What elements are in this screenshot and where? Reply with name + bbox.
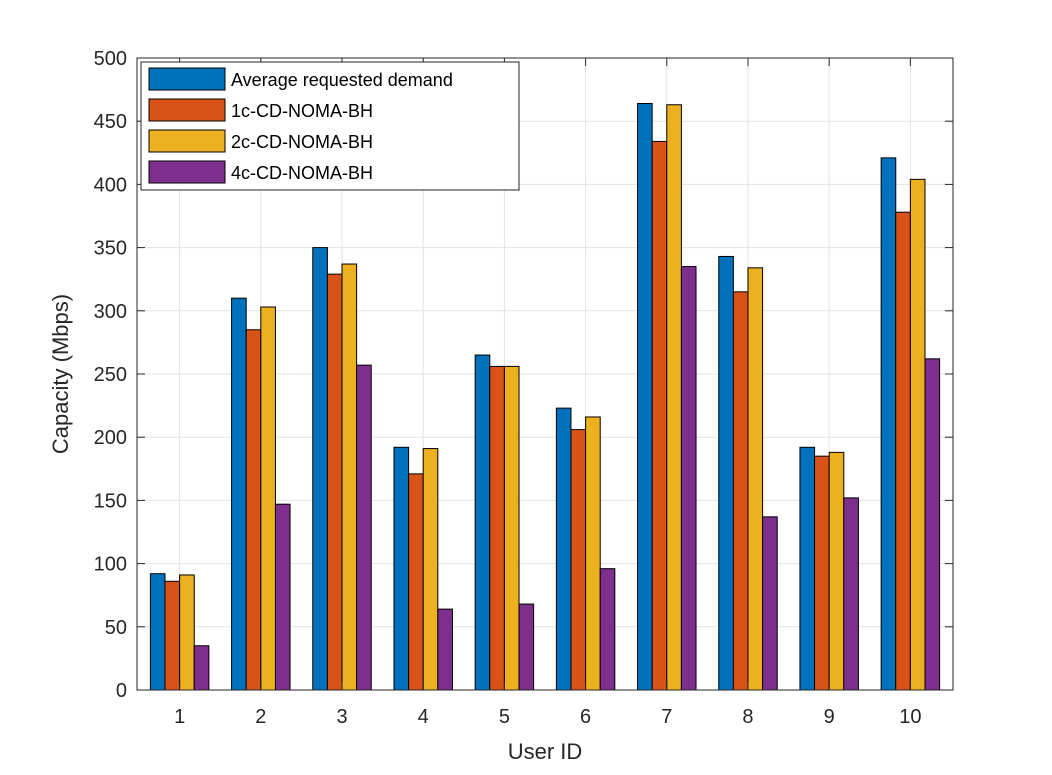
y-tick-label: 0 — [116, 680, 127, 702]
bar — [437, 608, 453, 691]
bar — [843, 497, 859, 691]
bar — [828, 451, 845, 691]
x-tick-label: 1 — [174, 706, 185, 728]
bar — [651, 140, 668, 691]
bar — [718, 255, 734, 691]
bar — [747, 267, 764, 691]
bar — [762, 516, 778, 691]
bar — [393, 446, 410, 691]
bar-series — [149, 103, 897, 691]
bar — [637, 103, 653, 691]
bar — [326, 273, 343, 691]
x-axis-label: User ID — [508, 739, 583, 764]
legend-entry-label: 2c-CD-NOMA-BH — [231, 132, 373, 152]
y-tick-label: 100 — [94, 554, 127, 576]
y-axis-label: Capacity (Mbps) — [48, 294, 73, 454]
bar — [422, 448, 439, 691]
bar — [260, 306, 276, 691]
bar — [924, 358, 941, 691]
x-tick-label: 9 — [824, 706, 835, 728]
bar — [408, 473, 424, 691]
x-tick-label: 4 — [418, 706, 429, 728]
y-tick-label: 400 — [94, 174, 127, 196]
bar — [245, 329, 262, 691]
y-tick-label: 300 — [94, 301, 127, 323]
x-tick-label: 10 — [899, 706, 921, 728]
bar-series — [193, 266, 941, 691]
legend-swatch — [148, 160, 226, 184]
y-tick-label: 250 — [94, 364, 127, 386]
x-tick-label: 7 — [661, 706, 672, 728]
bar — [570, 429, 587, 691]
y-tick-label: 350 — [94, 238, 127, 260]
bar-series — [179, 104, 926, 691]
bar — [518, 603, 535, 691]
legend: Average requested demand 1c-CD-NOMA-BH 2c-… — [140, 61, 520, 191]
bar — [231, 297, 247, 691]
bar — [164, 580, 181, 691]
y-tick-label: 50 — [105, 617, 127, 639]
legend-entry-label: 4c-CD-NOMA-BH — [231, 163, 373, 183]
bar — [732, 291, 749, 691]
y-tick-label: 450 — [94, 111, 127, 133]
y-tick-label: 200 — [94, 427, 127, 449]
y-tick-label: 150 — [94, 490, 127, 512]
bar — [799, 446, 816, 691]
legend-swatch — [148, 67, 226, 91]
bar — [814, 455, 830, 691]
bar — [149, 573, 166, 691]
bar — [179, 574, 195, 691]
bar — [680, 266, 697, 691]
legend-swatch — [148, 98, 226, 122]
x-tick-label: 2 — [255, 706, 266, 728]
bar — [341, 263, 358, 691]
x-tick-label: 8 — [742, 706, 753, 728]
x-tick-label: 6 — [580, 706, 591, 728]
x-tick-label: 3 — [336, 706, 347, 728]
legend-entry-label: 1c-CD-NOMA-BH — [231, 101, 373, 121]
bar — [880, 157, 897, 691]
bar — [489, 365, 505, 691]
bar — [585, 416, 601, 691]
bar-series-group — [149, 103, 941, 691]
bar — [356, 364, 372, 691]
bar — [474, 354, 491, 691]
y-tick-label: 500 — [94, 48, 127, 70]
legend-swatch — [148, 129, 226, 153]
bar — [503, 365, 520, 691]
legend-entry-label: Average requested demand — [231, 70, 453, 90]
bar — [666, 104, 682, 691]
bar — [909, 178, 926, 691]
bar — [274, 503, 291, 691]
bar — [555, 407, 572, 691]
bar — [895, 211, 911, 691]
bar — [193, 645, 210, 691]
axis-ticks: 0 50 100 150 200 250 300 350 400 450 500 1 2 3 4 5 6 7 8 9 1… — [94, 48, 953, 728]
bar — [312, 247, 328, 691]
x-tick-label: 5 — [499, 706, 510, 728]
bar — [599, 568, 616, 691]
